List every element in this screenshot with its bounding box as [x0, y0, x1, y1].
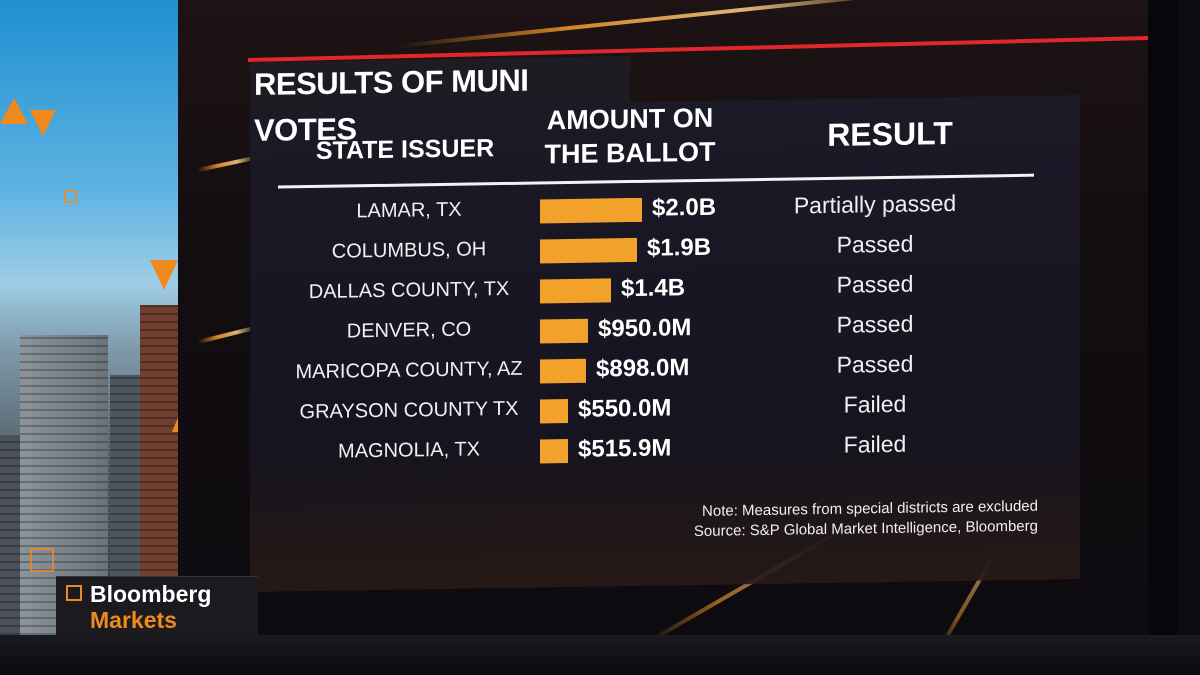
column-header-amount-line1: AMOUNT ON [546, 102, 714, 136]
amount-value-label: $898.0M [596, 354, 690, 383]
logo-text-bloomberg: Bloomberg [90, 581, 212, 607]
amount-value-label: $515.9M [578, 434, 672, 463]
column-header-amount-line2: THE BALLOT [544, 136, 716, 170]
column-header-amount: AMOUNT ON THE BALLOT [530, 100, 730, 171]
amount-bar [540, 399, 568, 424]
table-background [250, 94, 1080, 593]
row-label-issuer: GRAYSON COUNTY TX [299, 397, 519, 424]
row-label-issuer: LAMAR, TX [356, 198, 462, 223]
orange-triangle-decoration [30, 110, 56, 136]
amount-bar [540, 318, 588, 344]
amount-value-label: $950.0M [598, 314, 692, 343]
result-value: Partially passed [793, 189, 957, 219]
row-label-issuer: MARICOPA COUNTY, AZ [295, 357, 523, 384]
amount-bar [540, 197, 642, 224]
studio-floor [0, 635, 1200, 675]
network-logo: Bloomberg Markets [56, 576, 258, 639]
light-streak [197, 155, 258, 172]
orange-square-decoration [30, 548, 54, 572]
row-label-issuer: DALLAS COUNTY, TX [308, 277, 510, 304]
amount-value-label: $1.9B [647, 233, 712, 262]
result-value: Failed [843, 430, 907, 458]
row-label-issuer: COLUMBUS, OH [331, 238, 487, 263]
logo-square-icon [66, 585, 82, 601]
result-value: Passed [836, 350, 914, 378]
light-streak [197, 325, 257, 344]
amount-value-label: $1.4B [621, 274, 686, 303]
amount-bar [540, 439, 568, 464]
result-value: Passed [836, 270, 914, 298]
result-value: Passed [836, 310, 914, 338]
row-label-issuer: MAGNOLIA, TX [338, 438, 480, 463]
studio-background-window [0, 0, 190, 675]
amount-bar [540, 278, 611, 304]
result-value: Passed [836, 230, 914, 258]
result-value: Failed [843, 390, 907, 418]
column-header-issuer: STATE ISSUER [315, 134, 495, 165]
amount-value-label: $550.0M [578, 394, 672, 423]
light-streak [397, 0, 916, 48]
logo-text-markets: Markets [90, 607, 177, 633]
screen-bezel [1148, 0, 1178, 675]
amount-value-label: $2.0B [652, 193, 717, 222]
orange-triangle-decoration [0, 98, 28, 124]
orange-square-decoration [64, 190, 77, 203]
row-label-issuer: DENVER, CO [346, 318, 472, 343]
orange-triangle-decoration [150, 260, 178, 290]
column-header-result: RESULT [827, 114, 953, 153]
chart-title: RESULTS OF MUNI VOTES [250, 56, 630, 148]
amount-bar [540, 237, 637, 264]
amount-bar [540, 358, 586, 384]
chart-panel: RESULTS OF MUNI VOTES STATE ISSUER AMOUN… [250, 49, 1080, 593]
